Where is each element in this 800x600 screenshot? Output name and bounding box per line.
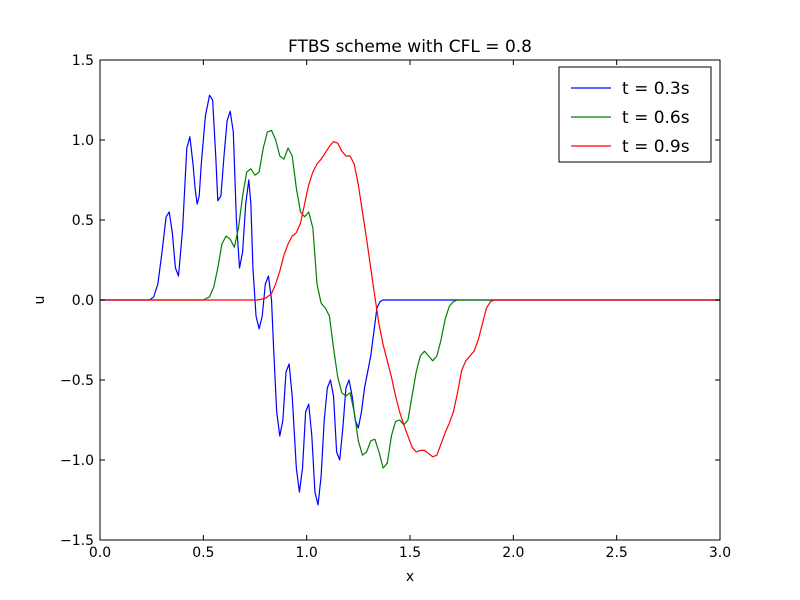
y-tick-label: 0.0 <box>72 293 94 309</box>
y-tick-label: 1.0 <box>72 133 94 149</box>
x-axis: 0.0 0.5 1.0 1.5 2.0 2.5 3.0 <box>89 60 731 561</box>
series-line-3 <box>100 141 720 458</box>
x-tick-label: 1.0 <box>296 545 318 561</box>
x-tick-label: 2.0 <box>502 545 524 561</box>
series-layer <box>100 94 720 506</box>
legend-label-1: t = 0.3s <box>622 79 690 99</box>
legend-label-2: t = 0.6s <box>622 108 690 128</box>
x-axis-label: x <box>406 569 414 585</box>
x-tick-label: 3.0 <box>709 545 731 561</box>
x-tick-label: 2.5 <box>606 545 628 561</box>
y-tick-label: −0.5 <box>60 373 94 389</box>
legend-label-3: t = 0.9s <box>622 137 690 157</box>
y-tick-label: −1.0 <box>60 453 94 469</box>
y-axis-label: u <box>32 296 48 305</box>
x-tick-label: 0.0 <box>89 545 111 561</box>
y-tick-label: 0.5 <box>72 213 94 229</box>
y-axis: −1.5 −1.0 −0.5 0.0 0.5 1.0 1.5 <box>60 53 720 549</box>
x-tick-label: 0.5 <box>192 545 214 561</box>
y-tick-label: 1.5 <box>72 53 94 69</box>
x-tick-label: 1.5 <box>399 545 421 561</box>
y-tick-label: −1.5 <box>60 533 94 549</box>
legend: t = 0.3s t = 0.6s t = 0.9s <box>558 66 712 163</box>
chart-title: FTBS scheme with CFL = 0.8 <box>288 37 532 57</box>
series-line-2 <box>100 129 720 469</box>
